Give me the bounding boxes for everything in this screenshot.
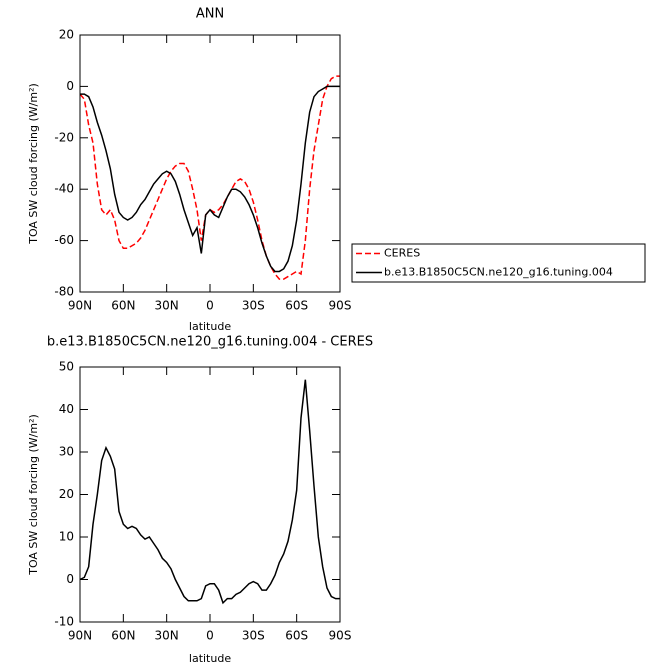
x-tick-label: 0	[206, 629, 214, 643]
y-tick-label: 0	[66, 79, 74, 93]
x-tick-label: 30N	[155, 629, 179, 643]
legend-label: b.e13.B1850C5CN.ne120_g16.tuning.004	[384, 266, 613, 279]
y-tick-label: -60	[54, 233, 74, 247]
x-tick-label: 60S	[285, 629, 308, 643]
chart-title: ANN	[196, 7, 224, 22]
x-tick-label: 90S	[329, 629, 352, 643]
x-tick-label: 30S	[242, 629, 265, 643]
x-tick-label: 90N	[68, 299, 92, 313]
x-tick-label: 0	[206, 299, 214, 313]
y-axis-label: TOA SW cloud forcing (W/m²)	[27, 83, 40, 245]
y-tick-label: -10	[54, 615, 74, 629]
y-tick-label: 20	[59, 487, 74, 501]
chart-title: b.e13.B1850C5CN.ne120_g16.tuning.004 - C…	[47, 335, 373, 350]
y-tick-label: 40	[59, 402, 74, 416]
y-tick-label: -80	[54, 285, 74, 299]
y-tick-label: -20	[54, 130, 74, 144]
y-tick-label: 50	[59, 360, 74, 374]
y-tick-label: 20	[59, 28, 74, 42]
x-tick-label: 90N	[68, 629, 92, 643]
y-tick-label: -40	[54, 182, 74, 196]
plot-frame	[79, 366, 341, 623]
x-tick-label: 60N	[111, 629, 135, 643]
y-axis-label: TOA SW cloud forcing (W/m²)	[27, 414, 40, 576]
x-tick-label: 30S	[242, 299, 265, 313]
x-axis-label: latitude	[189, 320, 231, 333]
x-tick-label: 60N	[111, 299, 135, 313]
x-tick-label: 90S	[329, 299, 352, 313]
data-line	[79, 379, 340, 605]
legend-label: CERES	[384, 247, 420, 260]
x-tick-label: 60S	[285, 299, 308, 313]
x-axis-label: latitude	[189, 652, 231, 665]
data-line	[80, 85, 340, 273]
plot-frame	[79, 34, 341, 293]
legend-box	[351, 243, 646, 283]
x-tick-label: 30N	[155, 299, 179, 313]
y-tick-label: 10	[59, 530, 74, 544]
y-tick-label: 0	[66, 572, 74, 586]
y-tick-label: 30	[59, 445, 74, 459]
